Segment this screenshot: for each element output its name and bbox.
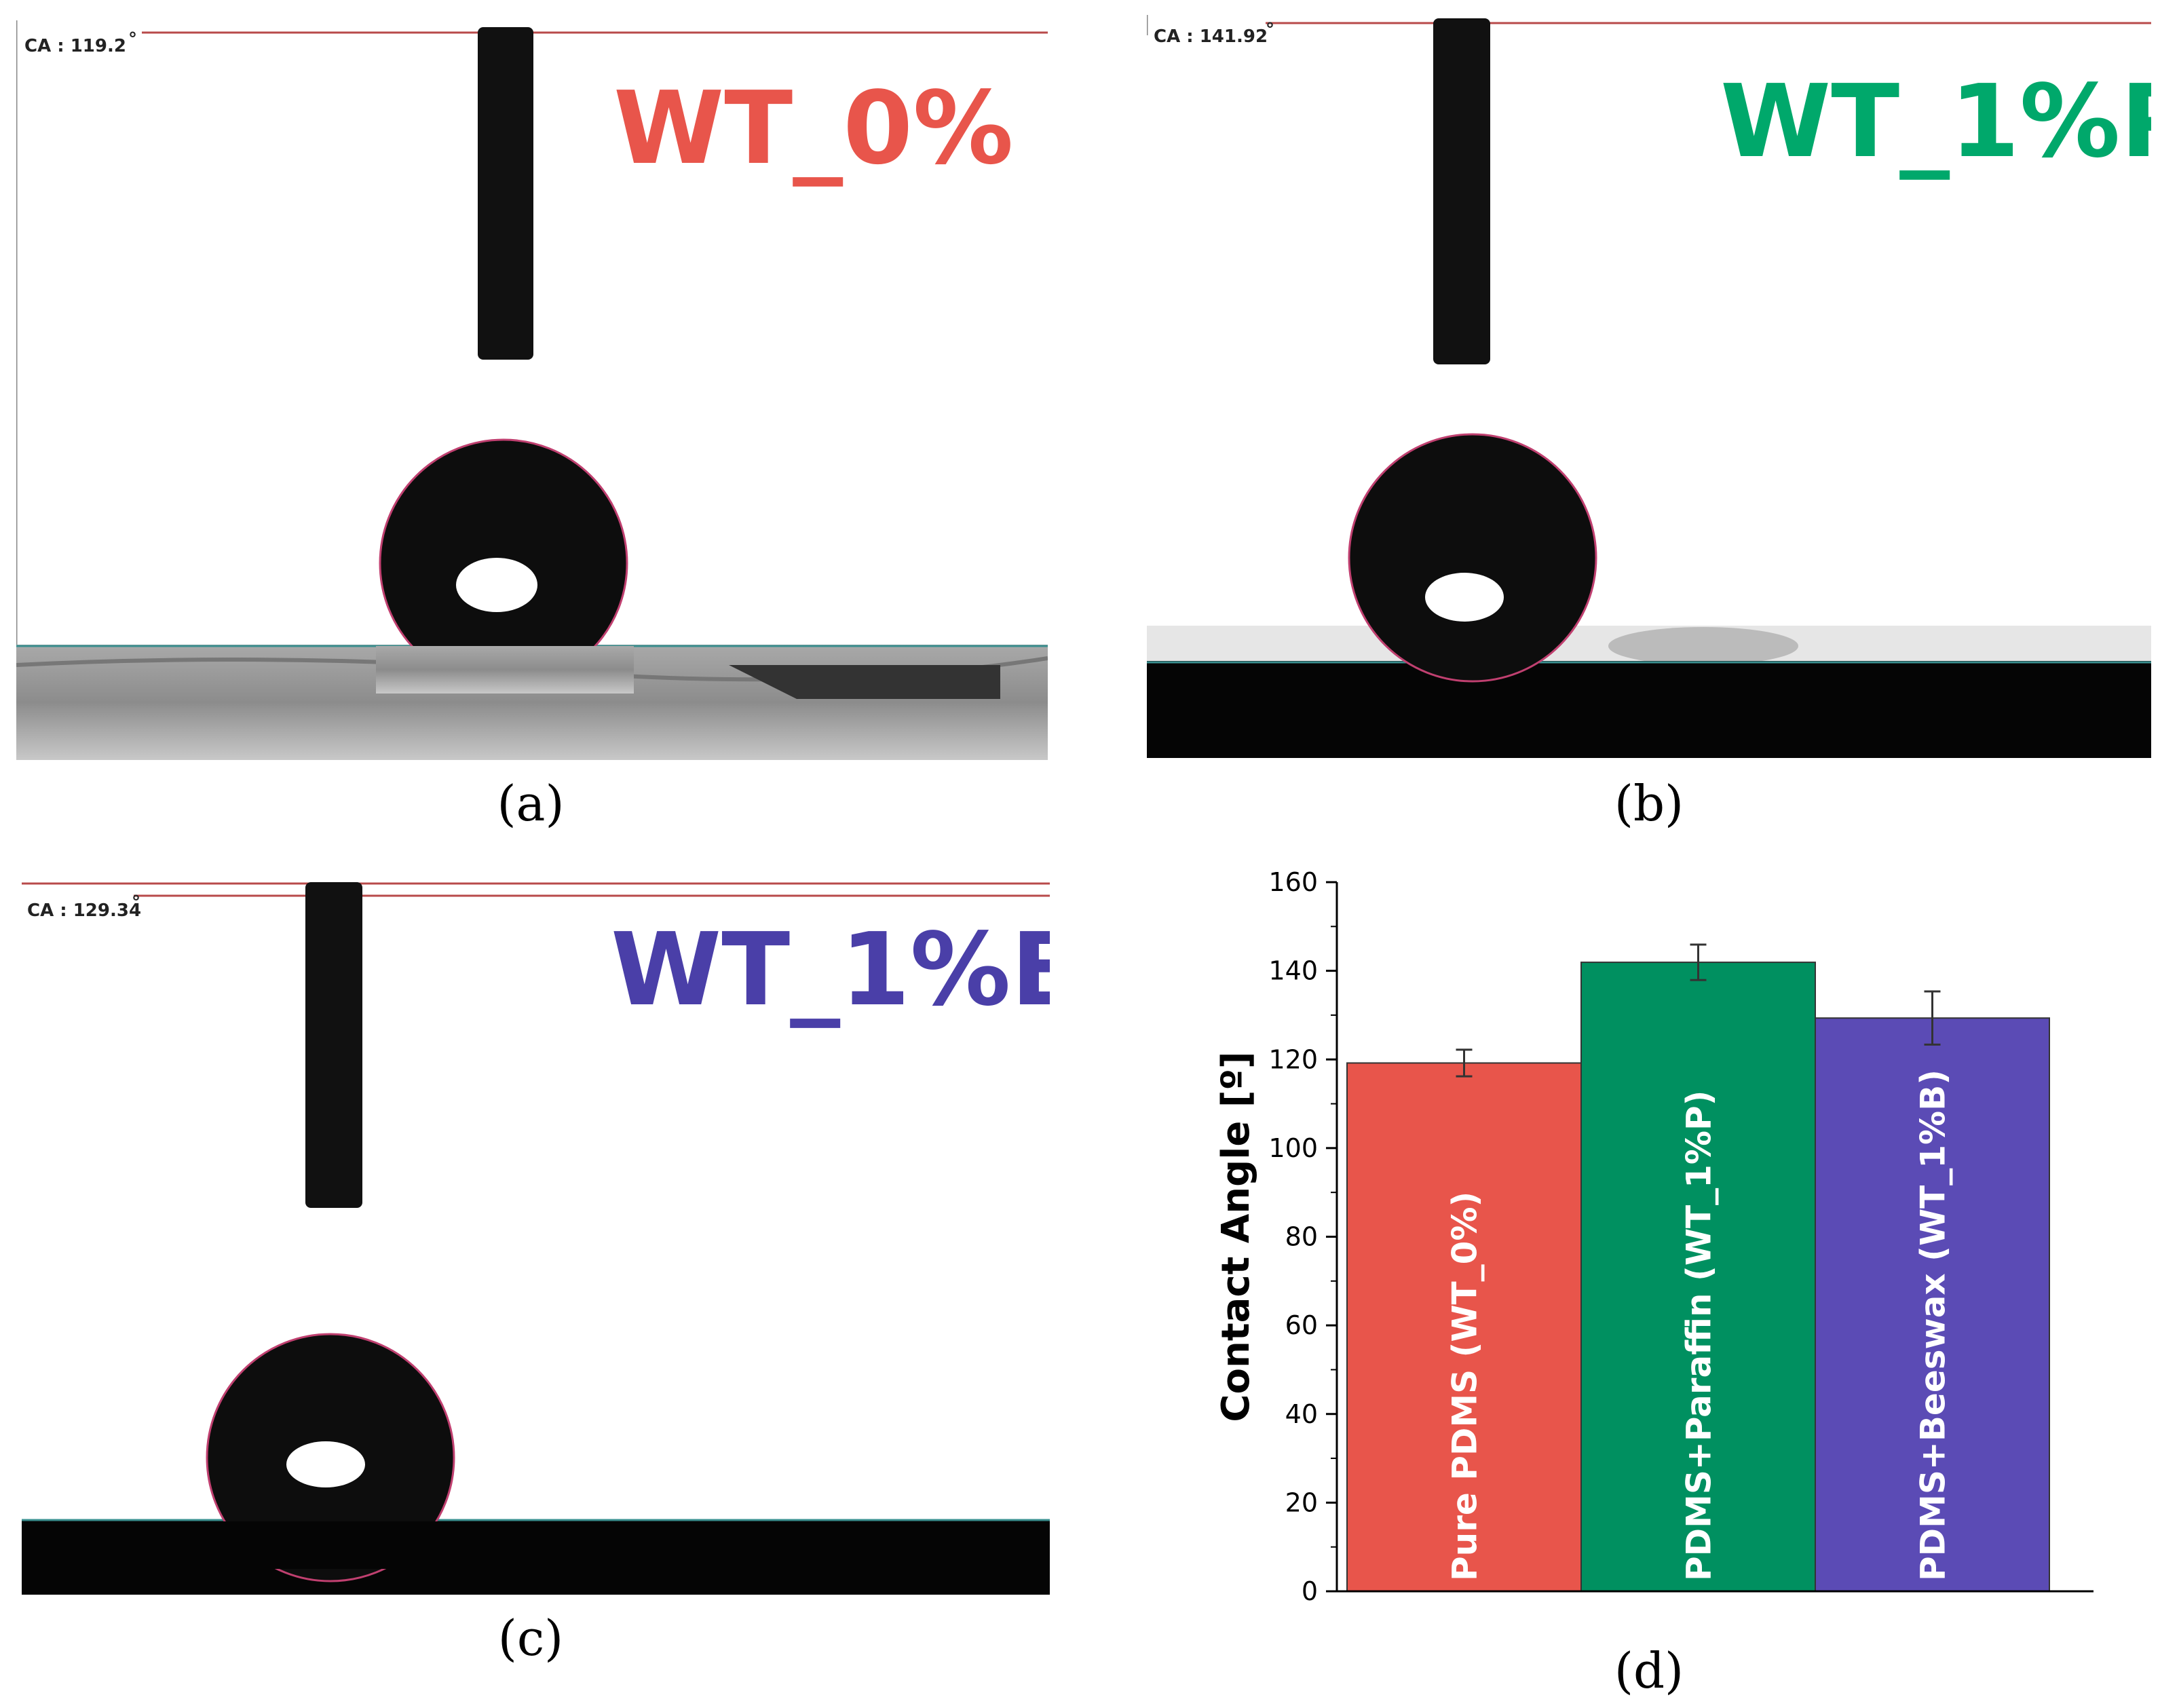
- y-tick-label-140: 140: [1268, 956, 1318, 986]
- needle-b: [1433, 18, 1490, 364]
- panel-a: CA : 119.2 ° WT_0%: [16, 20, 1048, 760]
- ca-readout-a: CA : 119.2: [24, 36, 126, 56]
- y-tick-label-160: 160: [1268, 867, 1318, 897]
- substrate-b: [1147, 661, 2151, 758]
- bar-label-1: Pure PDMS (WT_0%): [1445, 1192, 1485, 1581]
- bar-1: [1346, 1062, 1582, 1593]
- panel-c: CA : 129.34 ° WT_1%B: [22, 882, 1050, 1595]
- ca-readout-b: CA : 141.92: [1154, 26, 1268, 47]
- bar-label-2: PDMS+Paraffin (WT_1%P): [1680, 1090, 1719, 1581]
- svg-text:°: °: [1266, 20, 1274, 40]
- y-tick-label-100: 100: [1268, 1133, 1318, 1163]
- panel-d: Pure PDMS (WT_0%) PDMS+Paraffin (WT_1%P) P…: [1181, 855, 2131, 1629]
- droplet-image-a: CA : 119.2 ° WT_0%: [16, 20, 1048, 760]
- panel-b: CA : 141.92 ° WT_1%P: [1147, 15, 2151, 758]
- sample-label-b: WT_1%P: [1720, 63, 2151, 180]
- caption-d: (d): [1614, 1642, 1684, 1699]
- droplet-image-c: CA : 129.34 ° WT_1%B: [22, 882, 1050, 1595]
- y-axis-label: Contact Angle [º]: [1214, 1051, 1258, 1422]
- contact-angle-chart: Pure PDMS (WT_0%) PDMS+Paraffin (WT_1%P) P…: [1214, 867, 2093, 1606]
- substrate-c: [22, 1520, 1050, 1595]
- needle-a: [478, 27, 533, 360]
- y-tick-label-80: 80: [1285, 1222, 1318, 1252]
- y-tick-label-120: 120: [1268, 1044, 1318, 1074]
- ca-readout-c: CA : 129.34: [27, 900, 141, 921]
- y-tick-label-20: 20: [1285, 1487, 1318, 1517]
- bar-label-3: PDMS+Beeswax (WT_1%B): [1914, 1069, 1953, 1581]
- droplet-image-b: CA : 141.92 ° WT_1%P: [1147, 15, 2151, 758]
- sample-label-a: WT_0%: [613, 70, 1013, 187]
- svg-text:°: °: [128, 29, 137, 50]
- water-droplet-b: [1348, 433, 1597, 683]
- caption-b: (b): [1614, 775, 1684, 832]
- sample-label-c: WT_1%B: [611, 911, 1050, 1028]
- svg-text:°: °: [132, 892, 140, 913]
- caption-a: (a): [497, 775, 565, 832]
- y-tick-label-60: 60: [1285, 1310, 1318, 1340]
- y-tick-label-40: 40: [1285, 1399, 1318, 1429]
- needle-c: [305, 882, 362, 1208]
- y-tick-label-0: 0: [1302, 1576, 1318, 1606]
- caption-c: (c): [497, 1610, 564, 1667]
